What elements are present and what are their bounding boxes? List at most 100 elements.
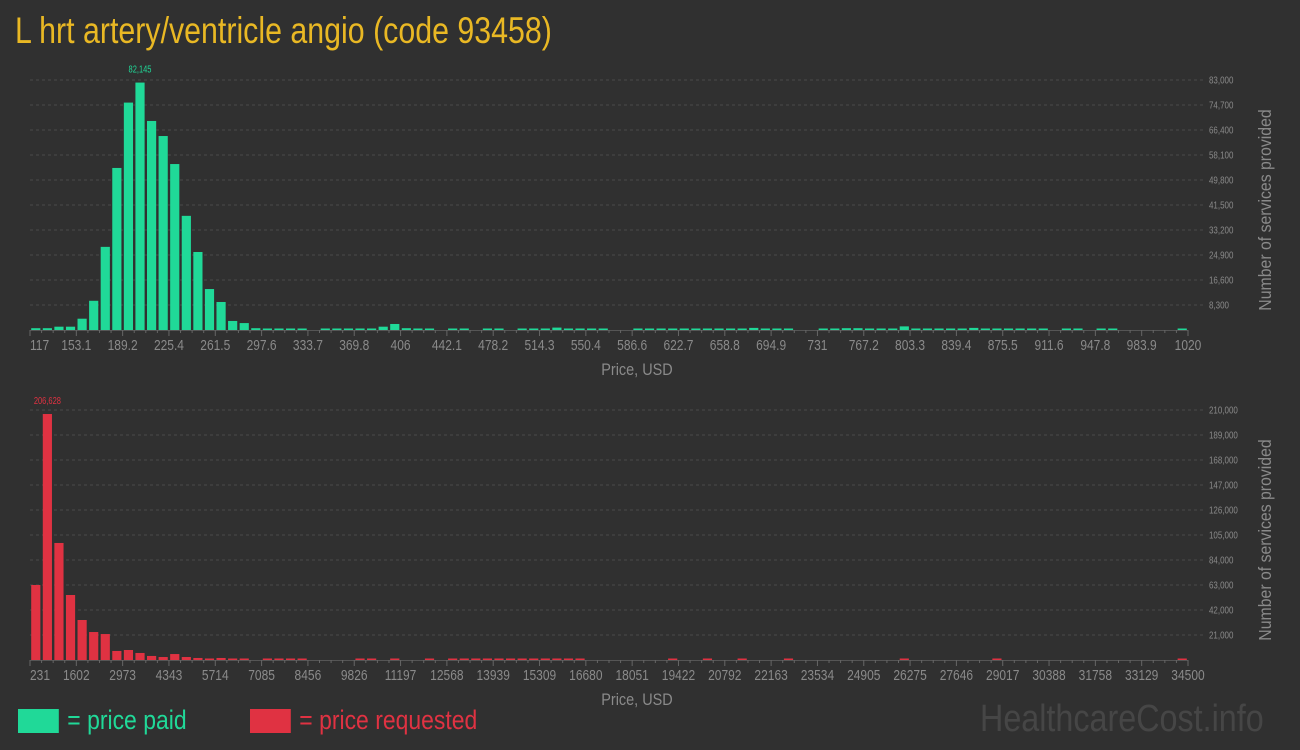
bar: [992, 658, 1002, 660]
bar: [65, 595, 76, 660]
bar: [297, 658, 307, 660]
bar: [401, 328, 411, 330]
bar: [482, 328, 492, 330]
bar: [285, 328, 296, 330]
bar: [285, 658, 296, 660]
bar: [668, 658, 678, 660]
bar: [77, 318, 87, 330]
y-tick-label: 126,000: [1209, 505, 1238, 516]
bar: [204, 289, 215, 330]
bar: [135, 652, 145, 660]
bar: [1108, 328, 1118, 330]
x-tick-label: 9826: [341, 667, 368, 684]
bar: [355, 658, 365, 660]
x-tick-label: 15309: [523, 667, 556, 684]
x-tick-label: 117: [30, 337, 49, 354]
bar: [112, 167, 122, 330]
bar: [598, 328, 608, 330]
bar: [1177, 658, 1187, 660]
bar: [147, 655, 157, 660]
bar: [89, 632, 99, 660]
bar: [355, 328, 365, 330]
bar: [158, 657, 168, 660]
bar: [726, 328, 736, 330]
bar: [563, 328, 574, 330]
page-title: L hrt artery/ventricle angio (code 93458…: [15, 10, 552, 51]
bar: [123, 102, 134, 330]
bar: [552, 327, 562, 330]
bar: [170, 654, 180, 660]
bar: [679, 328, 689, 330]
bar: [783, 328, 794, 330]
x-tick-label: 18051: [615, 667, 648, 684]
bar: [818, 328, 828, 330]
x-tick-label: 514.3: [525, 337, 555, 354]
bar: [980, 328, 990, 330]
bar: [517, 328, 527, 330]
x-tick-label: 2973: [109, 667, 136, 684]
y-tick-label: 21,000: [1209, 630, 1233, 641]
x-tick-label: 731: [807, 337, 827, 354]
max-value-label: 206,628: [34, 395, 61, 406]
x-tick-label: 189.2: [108, 337, 138, 354]
y-tick-label: 147,000: [1209, 480, 1238, 491]
bar: [1073, 328, 1083, 330]
y-tick-label: 8,300: [1209, 300, 1229, 311]
bar: [158, 136, 168, 330]
x-tick-label: 11197: [385, 667, 417, 684]
bar: [343, 328, 354, 330]
bar: [529, 658, 539, 660]
bar: [702, 658, 713, 660]
x-tick-label: 803.3: [895, 337, 925, 354]
bar: [54, 326, 64, 330]
bar: [922, 328, 933, 330]
bar: [204, 658, 215, 660]
x-tick-label: 983.9: [1127, 337, 1157, 354]
x-tick-label: 261.5: [200, 337, 230, 354]
x-tick-label: 33129: [1125, 667, 1158, 684]
bar: [482, 658, 492, 660]
bar: [413, 328, 423, 330]
bar: [367, 658, 377, 660]
bar: [749, 327, 759, 330]
y-tick-label: 33,200: [1209, 225, 1233, 236]
bar: [888, 328, 898, 330]
legend-paid: = price paid: [18, 705, 187, 736]
x-tick-label: 22163: [754, 667, 787, 684]
bar: [1096, 328, 1106, 330]
y-axis-title: Number of services provided: [1255, 439, 1275, 640]
y-tick-label: 16,600: [1209, 275, 1233, 286]
x-tick-label: 622.7: [663, 337, 693, 354]
bar: [760, 328, 770, 330]
bar: [517, 658, 527, 660]
bar: [841, 328, 851, 330]
bar: [644, 328, 655, 330]
bar: [170, 164, 180, 330]
bar: [424, 328, 435, 330]
bar: [969, 327, 979, 330]
bar: [54, 542, 64, 660]
bar: [228, 658, 238, 660]
bar: [714, 328, 724, 330]
bar: [899, 658, 909, 660]
bar: [65, 326, 76, 330]
x-tick-label: 7085: [248, 667, 275, 684]
bar: [552, 658, 562, 660]
bar: [77, 620, 87, 660]
bar: [1061, 328, 1071, 330]
x-tick-label: 5714: [202, 667, 229, 684]
bar: [42, 328, 52, 330]
bar: [633, 328, 643, 330]
legend-paid-label: = price paid: [67, 705, 187, 735]
bar: [830, 328, 840, 330]
bar: [1177, 328, 1187, 330]
bar: [1003, 328, 1014, 330]
x-tick-label: 1020: [1175, 337, 1202, 354]
bar: [575, 658, 585, 660]
bar: [42, 414, 52, 660]
bar: [135, 82, 145, 330]
bar: [459, 658, 469, 660]
bar: [540, 658, 550, 660]
bar: [262, 658, 272, 660]
